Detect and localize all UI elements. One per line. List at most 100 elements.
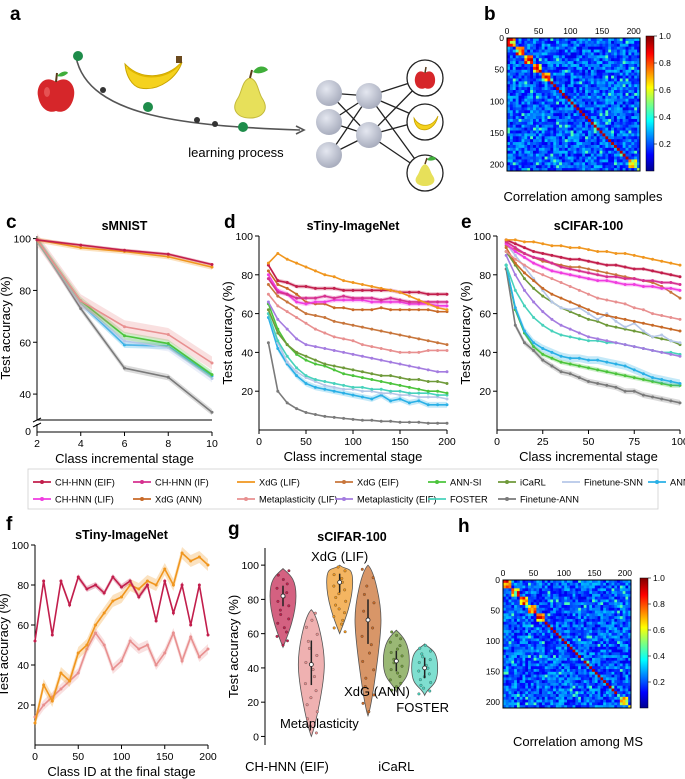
heatmap-cell [600, 588, 604, 592]
heatmap-cell [587, 104, 592, 108]
heatmap-cell [512, 162, 516, 166]
heatmap-cell [544, 674, 548, 678]
heatmap-cell [511, 618, 515, 622]
heatmap-cell [533, 669, 537, 673]
heatmap-cell [538, 144, 542, 149]
data-point [436, 370, 440, 374]
heatmap-cell [533, 121, 537, 125]
heatmap-cell [586, 616, 590, 620]
heatmap-cell [538, 101, 542, 105]
heatmap-cell [525, 696, 529, 700]
heatmap-cell [637, 40, 641, 44]
heatmap-cell [631, 95, 635, 99]
data-point [79, 243, 83, 247]
heatmap-cell [594, 657, 598, 661]
heatmap-cell [583, 591, 587, 595]
heatmap-cell [547, 649, 551, 653]
heatmap-cell [592, 655, 596, 659]
heatmap-cell [512, 116, 516, 120]
heatmap-cell [511, 627, 515, 631]
heatmap-cell [553, 602, 557, 606]
heatmap-cell [622, 644, 626, 647]
heatmap-cell [572, 610, 576, 614]
heatmap-cell [539, 610, 543, 614]
heatmap-cell [631, 58, 635, 62]
heatmap-cell [572, 585, 576, 589]
heatmap-cell [536, 605, 540, 609]
heatmap-cell [600, 635, 604, 639]
heatmap-cell [599, 121, 603, 125]
heatmap-cell [578, 688, 582, 692]
heatmap-cell [616, 92, 620, 97]
heatmap-cell [631, 92, 635, 97]
data-point [398, 389, 402, 393]
heatmap-cell [524, 75, 528, 79]
heatmap-cell [522, 694, 526, 698]
data-point [295, 306, 299, 310]
heatmap-cell [505, 646, 509, 650]
heatmap-cell [528, 596, 532, 600]
heatmap-cell [533, 139, 537, 143]
heatmap-cell [527, 69, 531, 73]
heatmap-cell [556, 168, 560, 172]
heatmap-cell [550, 644, 554, 647]
heatmap-cell [628, 602, 632, 606]
x-tick-label: 10 [206, 438, 218, 450]
heatmap-cell [619, 147, 623, 151]
heatmap-cell [528, 616, 532, 620]
heatmap-cell [570, 130, 574, 134]
heatmap-cell [590, 153, 594, 157]
data-point [587, 292, 590, 296]
heatmap-cell [611, 582, 615, 586]
heatmap-cell [512, 75, 516, 79]
heatmap-cell [614, 652, 618, 656]
heatmap-cell [519, 699, 523, 703]
heatmap-cell [622, 699, 626, 703]
heatmap-cell [559, 110, 563, 114]
heatmap-cell [611, 616, 615, 620]
heatmap-cell [617, 644, 621, 647]
heatmap-cell [578, 694, 582, 698]
heatmap-cell [593, 78, 597, 82]
heatmap-cell [572, 691, 576, 695]
heatmap-y-tick: 200 [486, 697, 500, 707]
heatmap-cell [592, 702, 596, 706]
heatmap-cell [605, 52, 609, 56]
heatmap-cell [550, 87, 554, 91]
heatmap-cell [544, 58, 548, 62]
heatmap-cell [605, 638, 609, 642]
heatmap-cell [579, 92, 583, 97]
heatmap-cell [561, 130, 566, 134]
data-point [426, 339, 430, 343]
heatmap-cell [541, 165, 545, 169]
heatmap-cell [564, 87, 568, 91]
heatmap-cell [544, 64, 548, 68]
heatmap-cell [533, 624, 537, 628]
heatmap-cell [511, 630, 515, 634]
heatmap-cell [614, 591, 618, 595]
heatmap-cell [530, 682, 534, 686]
data-point [426, 308, 430, 312]
heatmap-cell [597, 638, 601, 642]
heatmap-cell [550, 156, 554, 160]
data-point [445, 391, 449, 395]
heatmap-cell [514, 669, 518, 673]
data-point [210, 373, 214, 377]
heatmap-cell [550, 624, 554, 628]
heatmap-cell [602, 159, 606, 163]
heatmap-cell [597, 582, 601, 586]
heatmap-cell [503, 660, 506, 664]
data-point [398, 333, 402, 337]
heatmap-cell [530, 113, 534, 117]
heatmap-cell [564, 101, 568, 105]
heatmap-cell [508, 613, 512, 617]
heatmap-cell [611, 613, 615, 617]
heatmap-cell [628, 124, 632, 128]
x-tick-label: 100 [344, 436, 362, 448]
heatmap-cell [533, 680, 537, 684]
heatmap-cell [619, 64, 623, 68]
heatmap-cell [530, 596, 534, 600]
heatmap-cell [608, 142, 612, 146]
heatmap-cell [525, 666, 529, 670]
heatmap-cell [576, 84, 580, 88]
